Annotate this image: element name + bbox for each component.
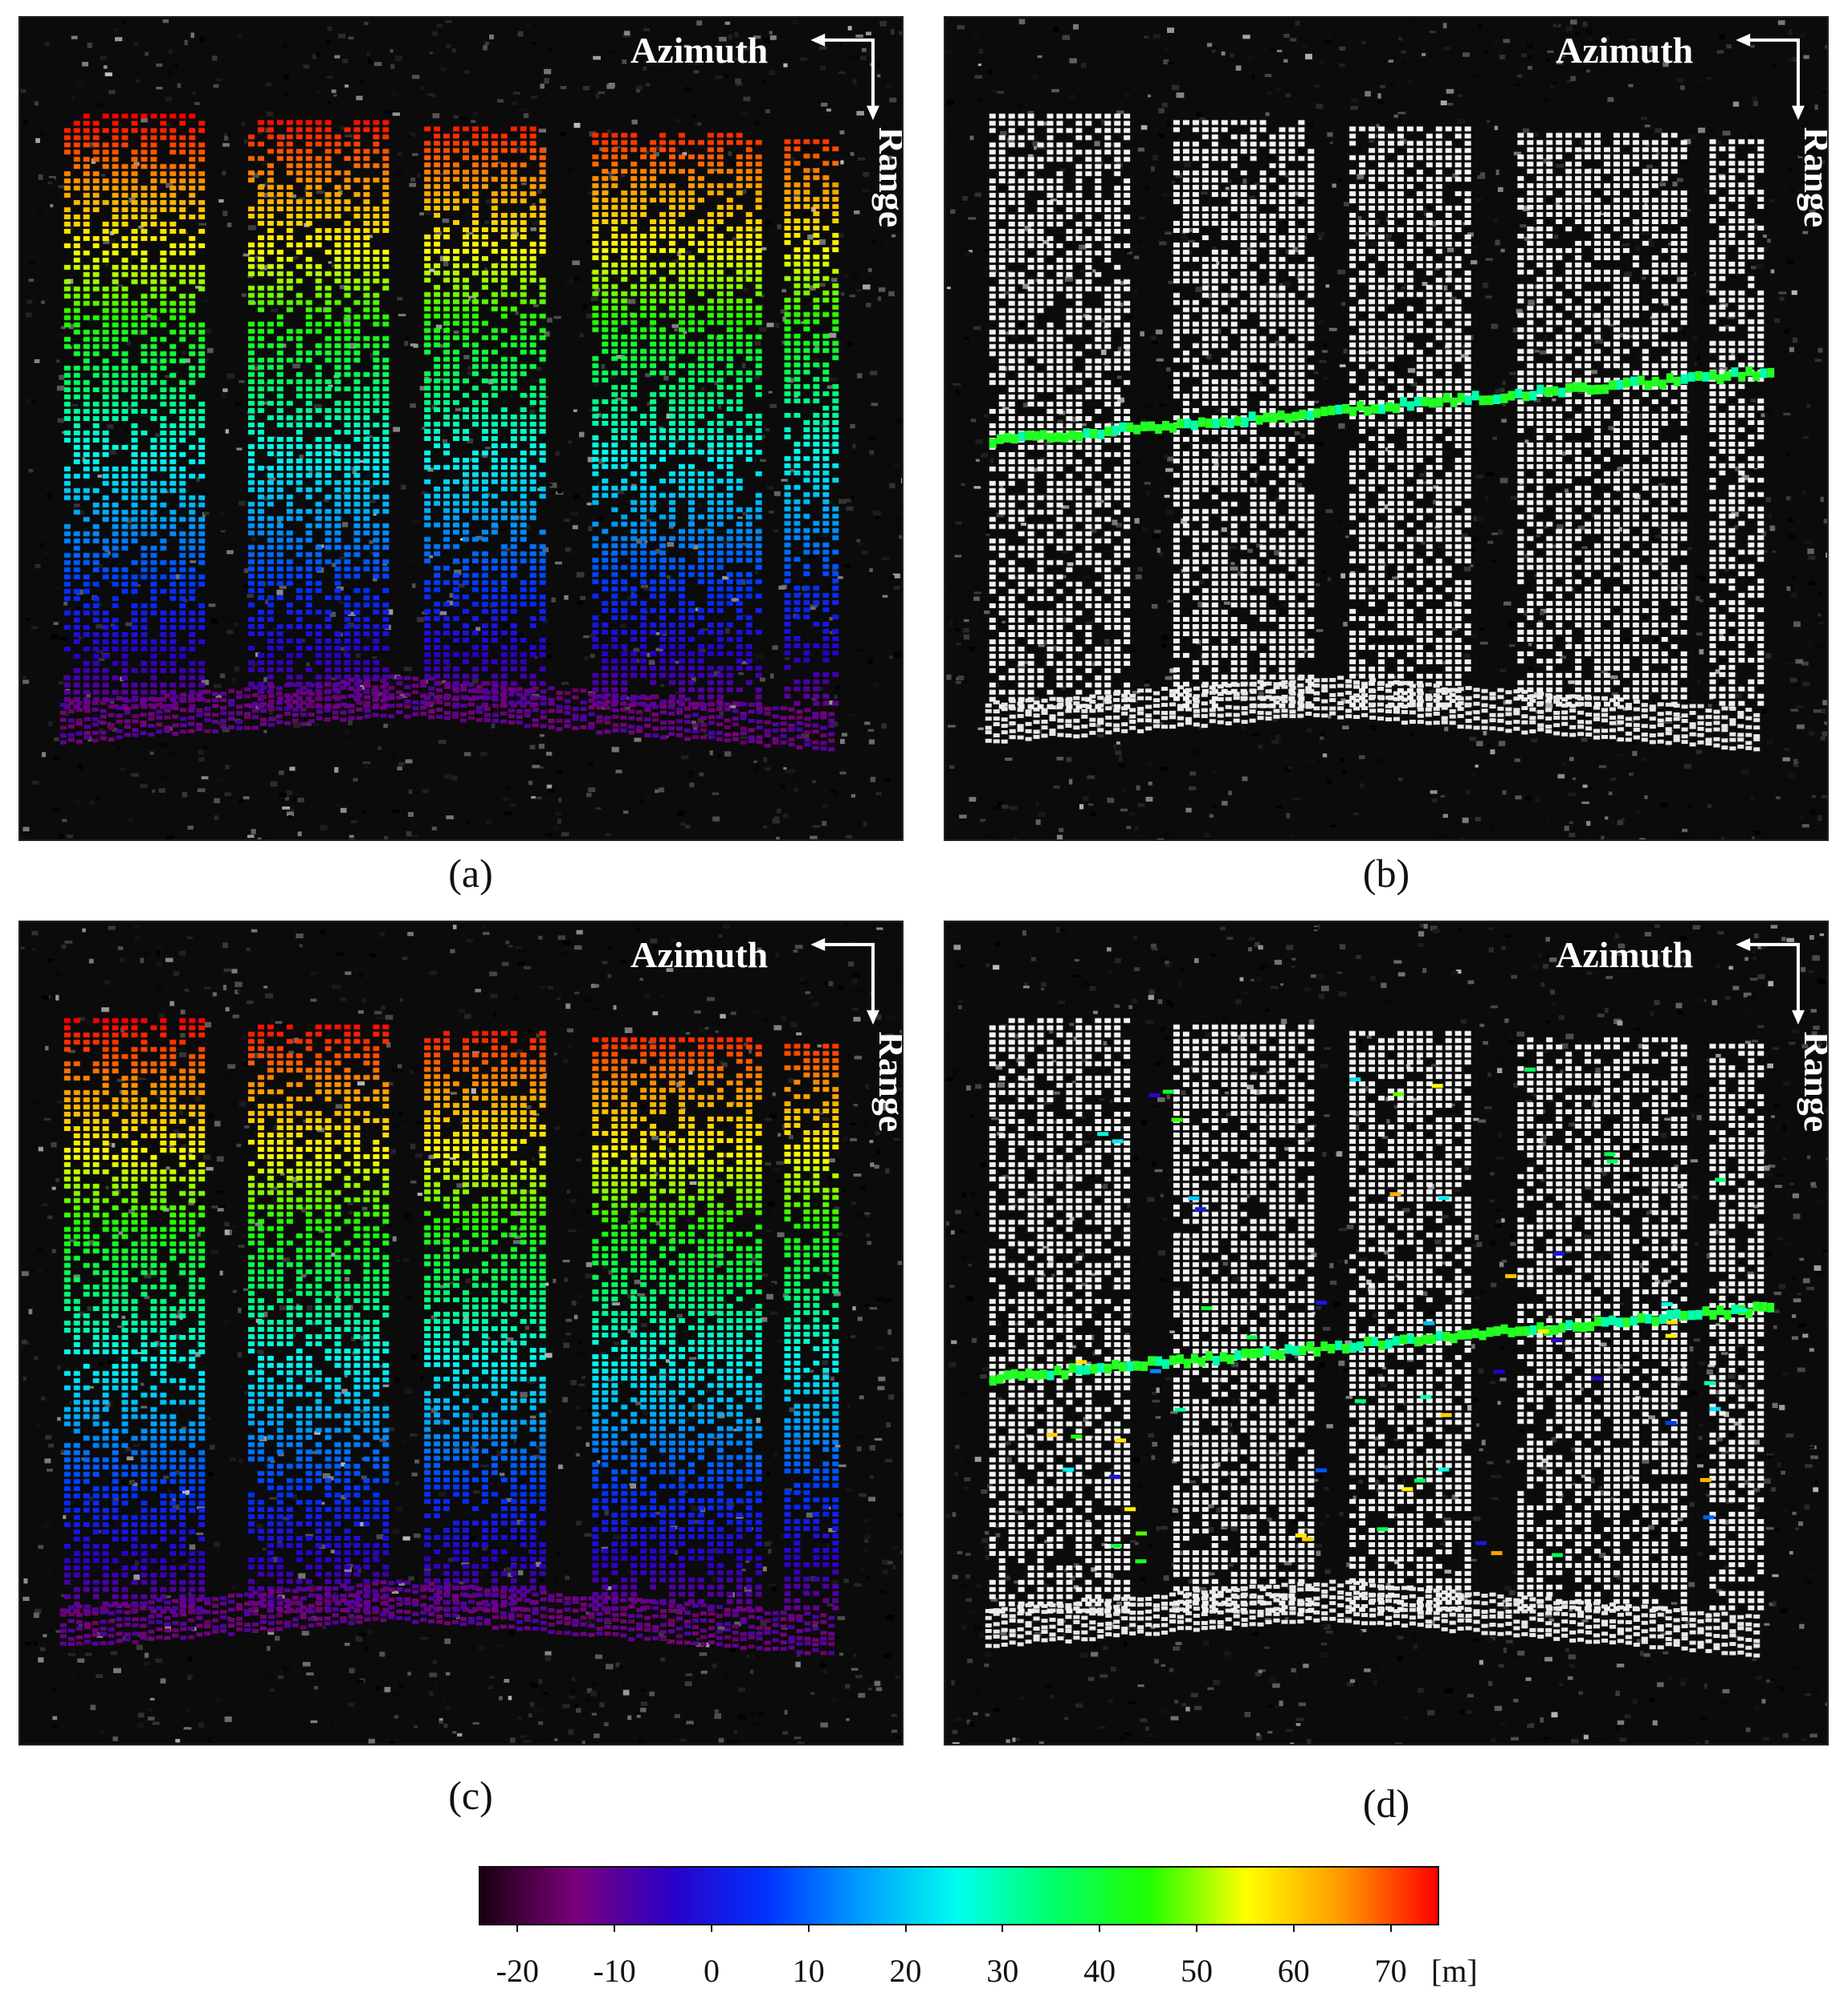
panel-d: Azimuth Range bbox=[944, 921, 1829, 1746]
azimuth-label: Azimuth bbox=[630, 937, 768, 974]
colorbar-tick-mark bbox=[614, 1924, 616, 1932]
colorbar-tick-label: 40 bbox=[1059, 1952, 1140, 1990]
range-label: Range bbox=[871, 1031, 902, 1132]
caption-a: (a) bbox=[422, 850, 519, 896]
range-label: Range bbox=[1797, 1031, 1827, 1132]
colorbar-tick-mark bbox=[1389, 1924, 1392, 1932]
colorbar-tick-mark bbox=[516, 1924, 519, 1932]
colorbar-unit: [m] bbox=[1431, 1952, 1478, 1990]
colorbar-tick-mark bbox=[1099, 1924, 1101, 1932]
colorbar-tick-mark bbox=[1292, 1924, 1295, 1932]
azimuth-label: Azimuth bbox=[1556, 32, 1693, 69]
colorbar-tick-mark bbox=[807, 1924, 810, 1932]
panel-c: Azimuth Range bbox=[18, 921, 904, 1746]
colorbar-tick-label: 30 bbox=[962, 1952, 1042, 1990]
azimuth-label: Azimuth bbox=[1556, 937, 1693, 974]
azimuth-label: Azimuth bbox=[630, 32, 768, 69]
colorbar-tick-mark bbox=[1195, 1924, 1197, 1932]
colorbar-tick-label: 10 bbox=[769, 1952, 849, 1990]
colorbar-tick-label: 70 bbox=[1351, 1952, 1431, 1990]
sar-image-a bbox=[20, 18, 902, 839]
sar-image-d bbox=[945, 924, 1827, 1744]
caption-d: (d) bbox=[1338, 1780, 1434, 1827]
caption-b: (b) bbox=[1338, 850, 1434, 896]
colorbar-tick-mark bbox=[710, 1924, 712, 1932]
colorbar-tick-mark bbox=[1002, 1924, 1004, 1932]
colorbar-tick-label: -20 bbox=[477, 1952, 557, 1990]
sar-image-b bbox=[945, 18, 1827, 839]
colorbar-tick-mark bbox=[904, 1924, 907, 1932]
colorbar-tick-label: 20 bbox=[866, 1952, 946, 1990]
colorbar-tick-label: 0 bbox=[671, 1952, 752, 1990]
range-label: Range bbox=[1797, 127, 1827, 227]
sar-image-c bbox=[20, 922, 902, 1744]
colorbar bbox=[479, 1866, 1439, 1925]
range-label: Range bbox=[871, 127, 902, 227]
panel-b: Azimuth Range bbox=[944, 16, 1829, 841]
panel-a: Azimuth Range bbox=[18, 16, 904, 841]
colorbar-tick-label: 50 bbox=[1157, 1952, 1237, 1990]
colorbar-tick-label: 60 bbox=[1254, 1952, 1334, 1990]
colorbar-tick-label: -10 bbox=[574, 1952, 655, 1990]
caption-c: (c) bbox=[422, 1772, 519, 1819]
